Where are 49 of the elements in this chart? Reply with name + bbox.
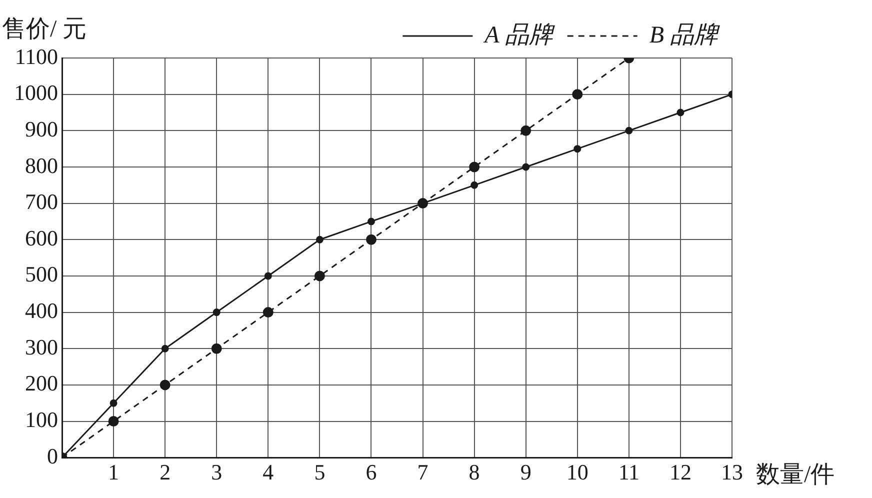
y-axis-title: 售价/ 元 (2, 16, 87, 42)
point (522, 163, 530, 171)
x-tick-label: 7 (417, 460, 428, 485)
point (574, 145, 582, 153)
y-tick-label: 0 (47, 443, 58, 468)
point (262, 307, 274, 318)
legend-label: B 品牌 (649, 22, 720, 48)
y-tick-label: 900 (25, 116, 58, 142)
point (367, 218, 375, 226)
y-tick-label: 800 (25, 152, 58, 178)
x-tick-label: 10 (566, 460, 588, 485)
point (469, 162, 480, 172)
x-tick-label: 9 (520, 460, 532, 485)
x-tick-label: 12 (669, 460, 692, 485)
point (160, 380, 170, 390)
point (264, 272, 272, 280)
x-tick-label: 13 (721, 460, 743, 485)
x-tick-label: 4 (262, 460, 274, 485)
y-tick-label: 200 (25, 370, 58, 396)
x-tick-label: 8 (468, 460, 480, 485)
point (110, 399, 118, 407)
point (108, 416, 119, 427)
point (314, 270, 325, 282)
point (520, 125, 532, 136)
y-tick-label: 300 (25, 334, 58, 360)
x-tick-label: 6 (366, 460, 377, 485)
legend-label: A 品牌 (482, 22, 555, 48)
point (366, 234, 376, 245)
point (161, 344, 169, 352)
point (212, 308, 220, 316)
x-tick-label: 5 (314, 460, 326, 485)
point (625, 126, 633, 134)
x-tick-label: 2 (160, 460, 171, 485)
point (572, 89, 583, 100)
x-tick-label: 3 (211, 460, 222, 485)
y-tick-label: 100 (25, 407, 58, 432)
y-tick-label: 1100 (14, 44, 58, 69)
x-axis-title: 数量/件 (756, 462, 835, 488)
y-tick-label: 1000 (14, 80, 58, 106)
y-tick-label: 700 (25, 189, 58, 214)
point (211, 343, 222, 354)
y-tick-label: 600 (25, 225, 58, 250)
point (316, 236, 324, 244)
point (676, 108, 684, 116)
x-tick-label: 1 (108, 460, 120, 485)
x-tick-label: 11 (618, 460, 640, 485)
y-tick-label: 500 (25, 262, 58, 287)
y-tick-label: 400 (25, 298, 58, 324)
point (470, 181, 478, 189)
